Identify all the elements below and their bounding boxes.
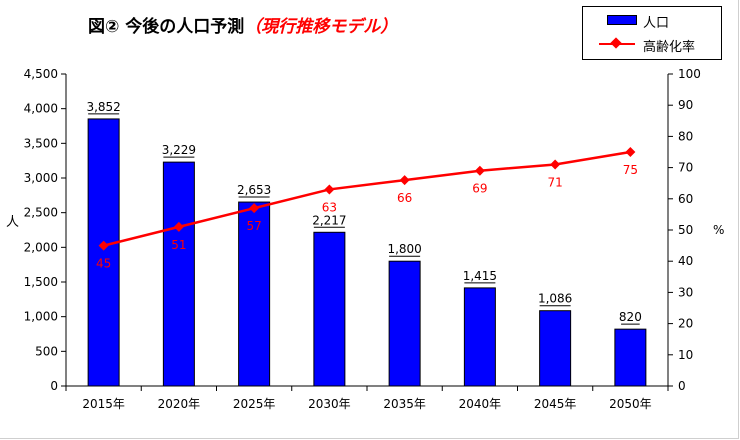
- bar-value-label: 2,653: [237, 183, 271, 197]
- line-point-aging-rate: [98, 240, 109, 251]
- bar-population: [313, 231, 346, 387]
- y-left-tick-label: 1,000: [24, 310, 58, 324]
- y-right-tick-label: 10: [678, 348, 693, 362]
- line-point-aging-rate: [399, 175, 410, 186]
- line-value-label: 66: [397, 191, 412, 205]
- legend-label-population: 人口: [643, 16, 670, 31]
- y-right-tick-label: 80: [678, 129, 693, 143]
- bar-value-label: 3,229: [162, 143, 196, 157]
- y-left-tick-label: 3,000: [24, 171, 58, 185]
- chart-title: 図② 今後の人口予測（現行推移モデル）: [88, 12, 397, 37]
- line-point-aging-rate: [324, 184, 335, 195]
- bar-value-label: 3,852: [86, 100, 120, 114]
- x-tick-label: 2050年: [609, 397, 652, 411]
- bar-value-label: 1,086: [538, 292, 572, 306]
- legend-entry-population: 人口: [583, 9, 721, 31]
- y-right-tick-label: 30: [678, 285, 693, 299]
- y-left-tick-label: 2,000: [24, 240, 58, 254]
- bar-population: [87, 118, 120, 387]
- line-value-label: 71: [547, 175, 562, 189]
- x-tick-label: 2020年: [158, 397, 201, 411]
- y-right-tick-label: 70: [678, 161, 693, 175]
- bar-value-label: 2,217: [312, 213, 346, 227]
- line-aging-rate: [103, 150, 631, 247]
- y-left-tick-label: 4,000: [24, 102, 58, 116]
- legend-bar-swatch: [607, 15, 637, 25]
- y-left-tick-label: 3,500: [24, 136, 58, 150]
- y-right-tick-label: 40: [678, 254, 693, 268]
- line-value-label: 75: [623, 163, 638, 177]
- y-left-tick-label: 0: [50, 379, 58, 393]
- bar-value-label: 820: [619, 310, 642, 324]
- bar-population: [388, 260, 421, 387]
- legend-entry-aging-rate: 高齢化率: [583, 33, 721, 55]
- y-right-tick-label: 50: [678, 223, 693, 237]
- y-axis-right-label: %: [713, 223, 725, 237]
- x-tick-label: 2030年: [308, 397, 351, 411]
- line-point-aging-rate: [173, 221, 184, 232]
- line-point-aging-rate: [550, 159, 561, 170]
- x-tick-label: 2040年: [459, 397, 502, 411]
- line-value-label: 63: [322, 200, 337, 214]
- line-value-label: 45: [96, 257, 111, 271]
- x-tick-label: 2025年: [233, 397, 276, 411]
- bar-population: [463, 287, 496, 387]
- bar-population: [162, 161, 195, 387]
- line-point-aging-rate: [249, 203, 260, 214]
- y-axis-left-label: 人: [6, 215, 20, 230]
- bar-value-label: 1,415: [463, 269, 497, 283]
- line-point-aging-rate: [474, 165, 485, 176]
- y-left-tick-label: 4,500: [24, 67, 58, 81]
- bar-value-label: 1,800: [387, 242, 421, 256]
- legend-label-aging-rate: 高齢化率: [643, 40, 696, 55]
- y-left-tick-label: 500: [35, 344, 58, 358]
- x-tick-label: 2035年: [383, 397, 426, 411]
- chart-title-main: 図② 今後の人口予測: [88, 17, 245, 37]
- y-right-tick-label: 20: [678, 317, 693, 331]
- y-right-tick-label: 60: [678, 192, 693, 206]
- chart-legend: 人口 高齢化率: [582, 6, 722, 60]
- y-left-tick-label: 2,500: [24, 206, 58, 220]
- x-tick-label: 2015年: [82, 397, 125, 411]
- bar-population: [614, 328, 647, 387]
- line-value-label: 57: [246, 219, 261, 233]
- line-value-label: 69: [472, 182, 487, 196]
- y-right-tick-label: 0: [678, 379, 686, 393]
- y-right-tick-label: 100: [678, 67, 701, 81]
- y-right-tick-label: 90: [678, 98, 693, 112]
- line-value-label: 51: [171, 238, 186, 252]
- y-left-tick-label: 1,500: [24, 275, 58, 289]
- bar-population: [539, 310, 572, 387]
- chart-subtitle: （現行推移モデル）: [244, 17, 398, 37]
- bar-population: [238, 201, 271, 387]
- x-tick-label: 2045年: [534, 397, 577, 411]
- line-point-aging-rate: [625, 147, 636, 157]
